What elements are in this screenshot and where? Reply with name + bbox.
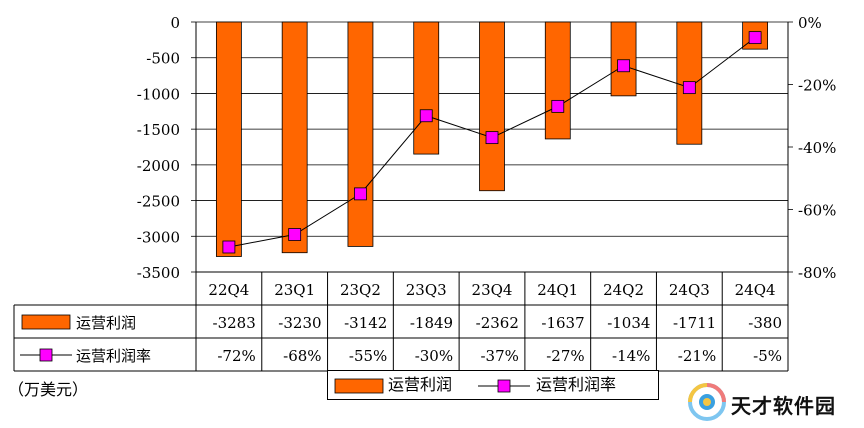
right-tick-label: -20% [798, 77, 836, 95]
data-table: 22Q4 23Q1 23Q2 23Q3 23Q4 24Q1 24Q2 24Q3 24Q4 运营利润… [13, 271, 789, 372]
category-label: 22Q4 [208, 281, 249, 299]
data-point [222, 240, 236, 254]
bar [610, 21, 637, 97]
left-tick-label: -2000 [137, 157, 180, 175]
category-label: 23Q4 [472, 281, 513, 299]
bar-series [215, 21, 769, 257]
table-marker-swatch [39, 348, 53, 362]
table-bar-swatch [21, 314, 71, 330]
left-axis: 0 -500 -1000 -1500 -2000 -2500 -3000 -3500 [137, 14, 196, 282]
bar-value-label: -380 [748, 314, 782, 332]
right-tick-label: 0% [798, 14, 822, 32]
legend-line-label: 运营利润率 [536, 375, 617, 394]
bar-value-label: -3230 [278, 314, 321, 332]
tiancai-logo-icon [688, 383, 726, 421]
bar-value-label: -1034 [607, 314, 650, 332]
left-tick-label: -3000 [137, 228, 180, 246]
category-label: 23Q1 [274, 281, 315, 299]
left-tick-label: -500 [146, 50, 180, 68]
data-point [485, 131, 499, 145]
left-tick-label: -3500 [137, 264, 180, 282]
left-tick-label: -2500 [137, 193, 180, 211]
data-point [419, 109, 433, 123]
rate-value-label: -27% [546, 347, 584, 365]
bar [413, 21, 440, 155]
data-point [748, 31, 762, 45]
legend-bar-label: 运营利润 [388, 375, 453, 394]
bar [544, 21, 571, 140]
bar-value-label: -2362 [476, 314, 519, 332]
category-label: 24Q2 [603, 281, 644, 299]
rate-value-label: -21% [678, 347, 716, 365]
left-tick-label: 0 [170, 14, 180, 32]
bar [215, 21, 242, 257]
watermark: 天才软件园 [687, 382, 857, 422]
data-point [617, 59, 630, 73]
rate-value-label: -68% [283, 347, 321, 365]
right-tick-label: -80% [798, 264, 836, 282]
data-point [551, 99, 565, 113]
right-tick-label: -60% [798, 202, 836, 220]
category-label: 24Q4 [735, 281, 776, 299]
left-tick-label: -1500 [137, 121, 180, 139]
left-tick-label: -1000 [137, 85, 180, 103]
rate-value-label: -72% [217, 347, 255, 365]
table-row-label: 运营利润 [76, 314, 136, 332]
rate-value-label: -5% [753, 347, 782, 365]
bar-value-label: -3283 [213, 314, 256, 332]
bar [281, 21, 308, 254]
watermark-text: 天才软件园 [731, 394, 836, 418]
legend-line-swatch [478, 379, 530, 393]
category-label: 23Q3 [406, 281, 447, 299]
category-label: 23Q2 [340, 281, 381, 299]
bar-value-label: -1711 [673, 314, 716, 332]
legend-bar-swatch [334, 378, 384, 394]
right-tick-label: -40% [798, 139, 836, 157]
bar-value-label: -1637 [541, 314, 584, 332]
bar [347, 21, 374, 247]
bar [742, 21, 769, 50]
bar-value-label: -3142 [344, 314, 387, 332]
data-point [288, 228, 302, 241]
unit-label: （万美元） [8, 380, 89, 399]
data-point [682, 81, 696, 95]
legend: 运营利润 运营利润率 [327, 370, 659, 400]
line-series [222, 31, 762, 254]
rate-value-label: -30% [415, 347, 453, 365]
data-point [354, 187, 367, 201]
rate-value-label: -37% [480, 347, 518, 365]
category-label: 24Q1 [537, 281, 578, 299]
bar [479, 21, 505, 192]
rate-value-label: -14% [612, 347, 650, 365]
category-label: 24Q3 [669, 281, 710, 299]
right-axis: 0% -20% -40% -60% -80% [788, 14, 836, 282]
bar-value-label: -1849 [410, 314, 453, 332]
table-row-label: 运营利润率 [76, 347, 151, 365]
rate-value-label: -55% [349, 347, 387, 365]
